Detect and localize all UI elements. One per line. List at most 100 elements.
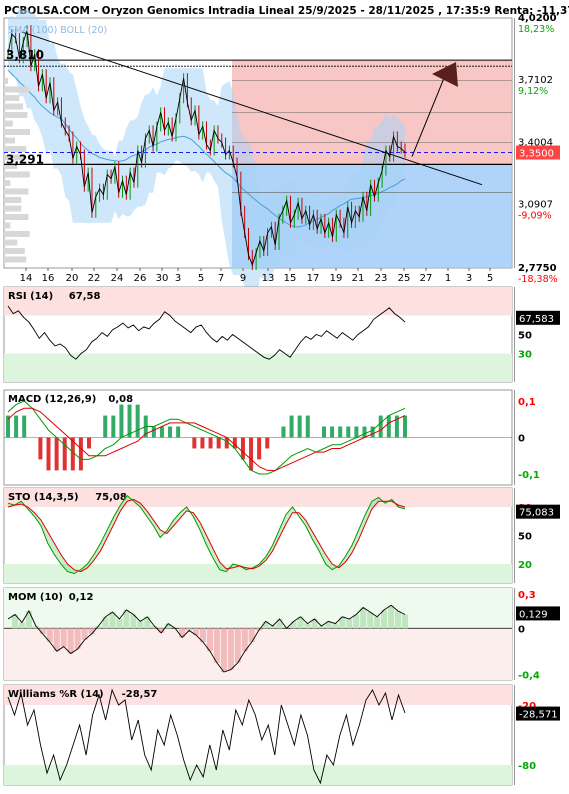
- x-axis-label: 20: [66, 273, 79, 284]
- price-pct-label: -9,09%: [518, 211, 552, 222]
- indicator-title: MOM (10): [8, 592, 63, 603]
- indicator-axis-line: [514, 588, 515, 680]
- indicator-label: SMA (100) BOLL (20): [8, 25, 107, 36]
- price-pct-label: 18,23%: [518, 24, 554, 35]
- x-axis-label: 19: [330, 273, 343, 284]
- macd-histogram-bar: [240, 437, 245, 460]
- indicator-current: -28,57: [122, 689, 158, 700]
- x-axis-label: 3: [466, 273, 472, 284]
- macd-histogram-bar: [14, 415, 19, 438]
- macd-histogram-bar: [305, 415, 310, 438]
- target-arrow-head: [432, 62, 458, 87]
- indicator-current: 75,08: [95, 492, 127, 503]
- indicator-axis-line: [514, 488, 515, 583]
- volume-profile-bar: [4, 129, 30, 135]
- indicator-current: 0,08: [108, 394, 133, 405]
- indicator-tick-label: 0,1: [518, 397, 536, 408]
- indicator-current: 67,58: [69, 291, 101, 302]
- macd-histogram-bar: [330, 426, 335, 438]
- volume-profile-bar: [4, 120, 13, 127]
- volume-profile-bar: [4, 231, 30, 237]
- macd-histogram-bar: [6, 415, 10, 438]
- indicator-tick-label: 50: [518, 532, 532, 543]
- price-tick-label: 3,7102: [518, 75, 553, 86]
- volume-profile-bar: [4, 205, 22, 212]
- indicator-zone: [4, 488, 512, 507]
- macd-histogram-bar: [70, 437, 75, 471]
- volume-profile-bar: [4, 112, 28, 118]
- sto-badge-value: 75,083: [519, 508, 554, 519]
- price-tick-label: 3,4004: [518, 137, 553, 148]
- macd-histogram-bar: [354, 426, 359, 438]
- volume-profile-bar: [4, 103, 24, 110]
- macd-histogram-bar: [370, 426, 375, 438]
- macd-histogram-bar: [87, 437, 92, 449]
- macd-line: [7, 400, 406, 475]
- indicator-axis-line: [514, 390, 515, 485]
- macd-histogram-bar: [38, 437, 43, 460]
- chart-title: PCBOLSA.COM - Oryzon Genomics Intradia L…: [4, 5, 569, 17]
- target-arrow-shaft: [411, 78, 445, 157]
- volume-profile-bar: [4, 154, 25, 161]
- indicator-tick-label: -80: [518, 761, 536, 772]
- indicator-tick-label: 30: [518, 350, 532, 361]
- macd-histogram-bar: [103, 415, 108, 438]
- volume-profile-bar: [4, 171, 30, 178]
- macd-histogram-bar: [216, 437, 221, 449]
- level-low-label: 3,291: [6, 152, 44, 166]
- indicator-title: RSI (14): [8, 291, 53, 302]
- price-tick-label: 3,0907: [518, 200, 553, 211]
- volume-profile-bar: [4, 222, 11, 229]
- macd-histogram-bar: [119, 404, 124, 438]
- macd-histogram-bar: [289, 415, 294, 438]
- x-axis-label: 14: [20, 273, 33, 284]
- current-price-value: 3,3500: [519, 149, 554, 160]
- indicator-tick-label: -20: [518, 701, 536, 712]
- indicator-tick-label: 0,3: [518, 590, 536, 601]
- macd-histogram-bar: [208, 437, 213, 449]
- sto-k-line: [7, 494, 406, 575]
- price-pct-label: 9,12%: [518, 86, 548, 97]
- indicator-zone: [4, 685, 512, 705]
- indicator-title: Williams %R (14): [8, 689, 104, 700]
- indicator-tick-label: -0,4: [518, 670, 540, 681]
- price-pct-label: -18,38%: [518, 274, 558, 285]
- x-axis-label: 23: [375, 273, 388, 284]
- macd-histogram-bar: [62, 437, 67, 471]
- x-axis-label: 9: [240, 273, 246, 284]
- macd-histogram-bar: [22, 415, 27, 438]
- macd-histogram-bar: [176, 426, 181, 438]
- x-axis-label: 22: [88, 273, 101, 284]
- macd-histogram-bar: [168, 426, 173, 438]
- volume-profile-bar: [4, 256, 27, 263]
- x-axis-label: 16: [42, 273, 55, 284]
- indicator-tick-label: 50: [518, 331, 532, 342]
- volume-profile-bar: [4, 248, 25, 254]
- x-axis-label: 1: [445, 273, 451, 284]
- indicator-title: MACD (12,26,9): [8, 394, 96, 405]
- macd-signal-line: [7, 407, 406, 471]
- indicator-zone: [4, 765, 512, 785]
- macd-histogram-bar: [192, 437, 197, 449]
- volume-profile-bar: [4, 95, 20, 101]
- sto-d-line: [7, 498, 406, 573]
- x-axis-label: 26: [134, 273, 147, 284]
- x-axis-label: 25: [398, 273, 411, 284]
- williams-badge-value: -28,571: [519, 710, 558, 721]
- macd-histogram-bar: [386, 415, 391, 438]
- x-axis-label: 7: [218, 273, 224, 284]
- williams-badge: [516, 706, 560, 721]
- indicator-tick-label: -0,1: [518, 470, 540, 481]
- sma-line: [7, 69, 406, 228]
- macd-histogram-bar: [78, 437, 83, 471]
- rsi-line: [7, 305, 406, 360]
- rsi-badge-value: 67,583: [519, 314, 554, 325]
- x-axis-label: 24: [111, 273, 124, 284]
- macd-histogram-bar: [265, 437, 270, 449]
- indicator-zone: [4, 588, 512, 629]
- volume-profile-bar: [4, 214, 29, 220]
- volume-profile-bar: [4, 86, 30, 93]
- macd-histogram-bar: [135, 404, 140, 438]
- macd-histogram-bar: [257, 437, 262, 460]
